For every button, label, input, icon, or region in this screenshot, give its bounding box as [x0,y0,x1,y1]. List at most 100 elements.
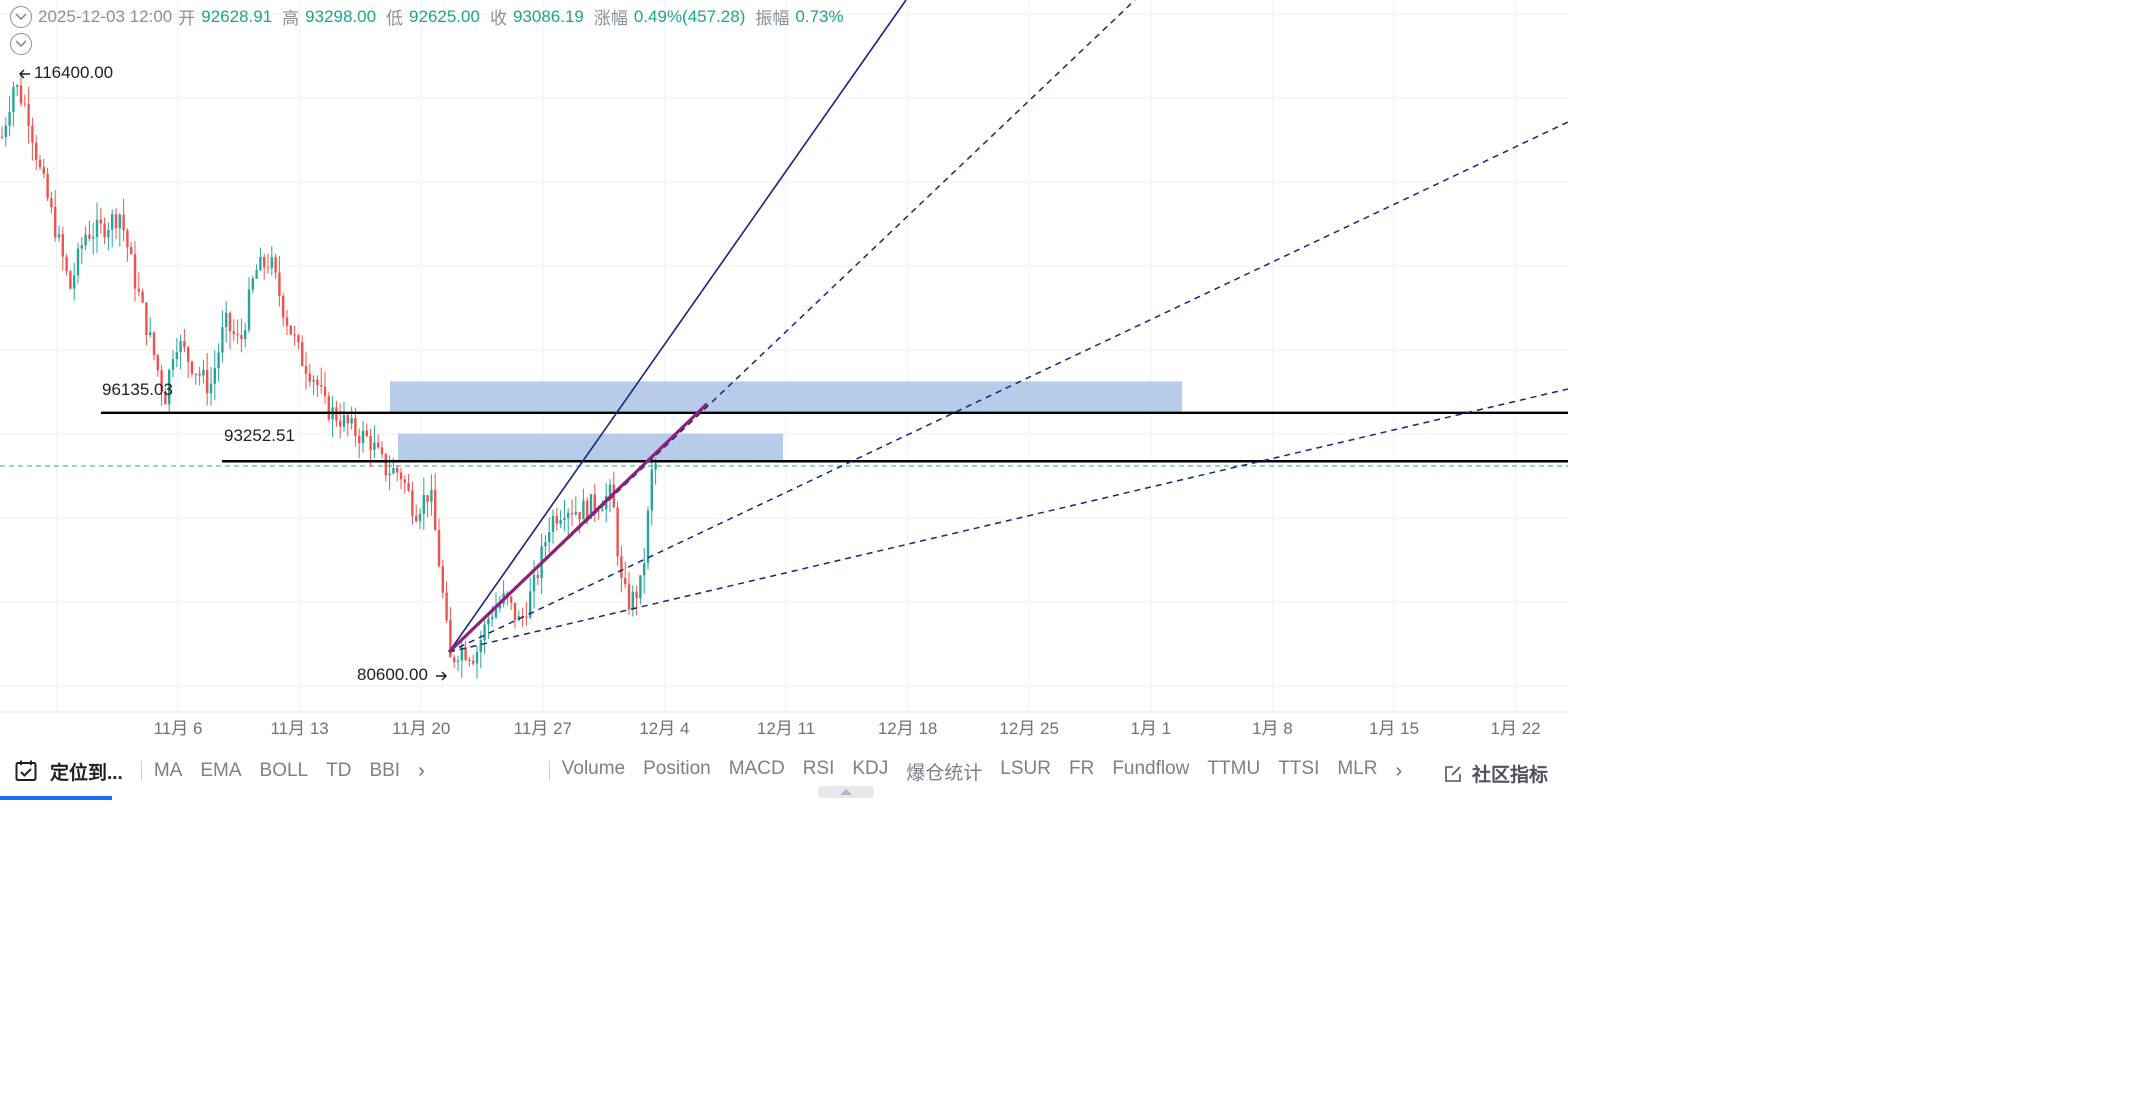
candle-body [95,219,99,237]
sub-indicator-position[interactable]: Position [643,757,711,779]
candle-body [361,430,365,444]
candle-body [171,358,175,370]
candle-body [175,352,178,359]
candle-body [304,365,308,374]
candle-body [608,484,612,497]
candle-body [19,85,23,104]
expand-icon[interactable] [10,33,32,55]
sub-indicators-more-icon[interactable]: › [1395,759,1403,782]
sub-indicator-kdj[interactable]: KDJ [852,757,889,779]
candle-body [597,510,600,512]
candle-body [551,515,555,533]
indicator-td[interactable]: TD [326,760,352,781]
candle-body [259,257,262,271]
candle-body [365,430,368,436]
candle-body [650,469,653,511]
indicator-ma[interactable]: MA [153,760,183,781]
candle-body [612,484,615,508]
indicator-toolbar: 定位到... MA EMA BOLL TD BBI › Volume Position MA… [0,748,1568,794]
sub-indicator-mlr[interactable]: MLR [1337,757,1378,779]
sub-indicator-rsi[interactable]: RSI [802,757,835,779]
candle-body [187,347,190,362]
x-tick-label: 12月 18 [878,719,938,738]
candle-body [126,230,129,248]
candle-body [544,542,547,547]
candle-body [396,468,399,473]
sub-indicator-爆仓统计[interactable]: 爆仓统计 [906,762,983,784]
candle-body [236,334,239,336]
amplitude-label: 振幅 [755,9,790,28]
candle-body [213,368,216,384]
candle-body [643,563,646,576]
candle-body [601,509,604,511]
candle-body [567,512,570,519]
candle-body [0,136,4,138]
candle-body [437,530,441,567]
candle-body [99,219,102,224]
candle-body [403,479,406,483]
trendline-dashed-2 [448,121,1568,653]
candle-body [342,415,346,427]
candle-body [441,566,444,593]
candle-body [225,312,228,328]
calendar-check-icon [15,760,37,781]
trendline-dashed-3 [448,388,1568,653]
candle-body [430,490,433,502]
resistance-zone-upper [390,381,1182,413]
candle-body [525,616,528,618]
indicator-boll[interactable]: BOLL [259,760,309,781]
x-tick-label: 1月 15 [1369,719,1419,738]
sub-indicator-ttsi[interactable]: TTSI [1278,757,1320,779]
max-price-label: 116400.00 [34,63,113,82]
sub-indicator-fundflow[interactable]: Fundflow [1112,757,1190,779]
sub-indicator-fr[interactable]: FR [1068,757,1095,779]
candle-body [297,335,300,343]
x-tick-label: 12月 11 [757,719,815,738]
candle-body [624,578,627,585]
candle-body [620,556,623,579]
candle-body [346,415,349,424]
candle-body [563,518,566,520]
indicator-ema[interactable]: EMA [200,760,242,781]
candle-body [323,386,327,397]
resistance-zone-lower [398,433,783,462]
collapse-icon[interactable] [10,5,32,28]
candle-body [631,591,634,610]
candle-body [468,659,471,661]
candle-body [654,463,657,470]
sub-indicator-lsur[interactable]: LSUR [1000,757,1051,779]
candle-body [639,575,642,599]
candle-body [384,453,387,476]
high-value: 93298.00 [305,6,377,26]
candle-body [282,296,285,318]
candle-body [247,289,251,330]
candle-body [289,325,292,335]
candle-body [479,640,482,652]
close-value: 93086.19 [512,6,584,26]
main-indicators-more-icon[interactable]: › [418,759,425,782]
price-chart[interactable]: 11月 6 11月 13 11月 20 11月 27 12月 4 12月 11 12月 18… [0,0,1568,748]
panel-resize-handle[interactable] [818,786,874,798]
candle-body [278,272,281,297]
x-tick-label: 1月 1 [1130,719,1171,738]
candle-body [335,407,338,421]
candle-body [38,159,42,168]
candle-body [160,370,163,392]
candle-body [593,494,596,511]
community-indicators-button[interactable]: 社区指标 [1444,760,1548,787]
candle-body [88,234,91,239]
candle-body [168,369,171,405]
sub-indicator-macd[interactable]: MACD [728,757,785,779]
candle-body [536,574,539,578]
x-tick-label: 1月 8 [1252,719,1293,738]
candle-body [266,267,270,269]
candle-body [228,312,232,332]
sub-indicator-ttmu[interactable]: TTMU [1207,757,1261,779]
trendlines [0,0,1568,654]
indicator-bbi[interactable]: BBI [369,760,401,781]
candle-body [50,198,53,207]
candle-body [54,206,57,238]
sub-indicator-volume[interactable]: Volume [561,757,626,779]
ohlc-datetime: 2025-12-03 12:00 [38,6,173,26]
locate-button[interactable]: 定位到... [14,758,123,785]
